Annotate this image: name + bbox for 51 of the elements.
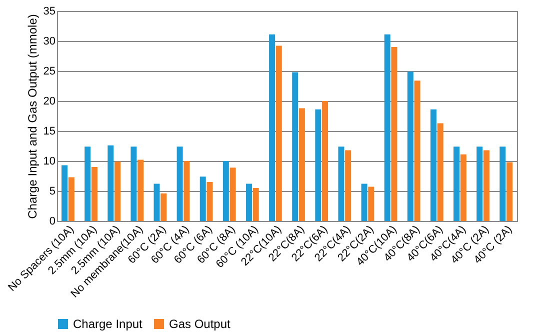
bar [246,184,252,221]
bar [200,176,206,221]
bar [138,160,144,221]
bar [322,101,328,221]
bar [460,154,466,221]
bar [414,80,420,221]
y-tick-label: 10 [43,156,56,168]
bar [500,146,506,221]
y-tick-label: 25 [43,66,56,78]
bar [476,146,483,221]
y-tick-label: 15 [43,126,56,138]
bar [160,193,167,221]
bar [184,161,190,221]
bar [230,168,236,221]
bar [176,146,183,221]
bar [454,146,460,221]
y-tick-label: 20 [43,96,56,108]
y-tick-label: 5 [49,186,56,198]
bar [206,182,213,221]
bar [130,146,137,221]
bar [430,109,436,221]
y-axis-title: Charge Input and Gas Output (mmole) [25,14,40,219]
bar [391,47,398,221]
bar [292,72,298,221]
bar [276,46,282,221]
y-tick-label: 30 [43,36,56,48]
bar [338,146,344,221]
y-tick-label: 0 [49,216,56,228]
bar [437,123,444,221]
bar [68,177,74,221]
bar [269,34,276,221]
bar [154,184,160,221]
bar [298,108,305,221]
bar [315,109,322,221]
bar [62,165,68,221]
bar [114,162,120,221]
bar [91,167,98,221]
legend-label: Gas Output [169,317,232,331]
bar [84,146,91,221]
bar [345,150,352,221]
legend-label: Charge Input [73,317,144,331]
bar [506,162,512,221]
bar [368,186,374,221]
bar [108,145,114,221]
bar [384,34,390,221]
bar [483,150,490,221]
y-tick-label: 35 [43,6,56,18]
bar [407,72,414,221]
bar [361,184,368,221]
bar [252,188,259,221]
bar [222,161,229,221]
